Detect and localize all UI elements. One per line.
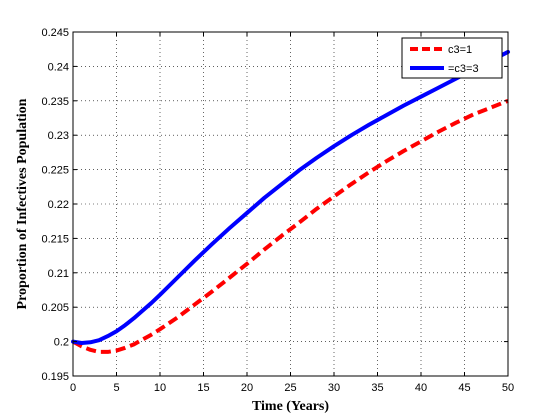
x-tick-label: 45 — [458, 382, 470, 394]
y-tick-label: 0.245 — [41, 27, 69, 39]
y-tick-label: 0.23 — [48, 130, 69, 142]
x-tick-label: 0 — [70, 382, 76, 394]
x-tick-label: 15 — [197, 382, 209, 394]
grid-lines — [73, 32, 508, 376]
x-tick-label: 35 — [371, 382, 383, 394]
y-tick-label: 0.21 — [48, 268, 69, 280]
x-tick-label: 25 — [284, 382, 296, 394]
x-tick-label: 20 — [241, 382, 253, 394]
x-tick-label: 50 — [502, 382, 514, 394]
x-tick-label: 30 — [328, 382, 340, 394]
series-line-c3-1 — [72, 98, 509, 354]
series-layer — [71, 49, 510, 354]
y-tick-label: 0.195 — [41, 371, 69, 383]
legend-label-c3-1: c3=1 — [448, 44, 472, 56]
y-axis-title: Proportion of Infectives Population — [15, 98, 30, 309]
y-tick-label: 0.235 — [41, 96, 69, 108]
y-tick-label: 0.24 — [48, 61, 69, 73]
x-tick-labels: 0 5 10 15 20 25 30 35 40 45 50 — [70, 382, 514, 394]
x-tick-label: 40 — [415, 382, 427, 394]
y-tick-label: 0.2 — [54, 337, 69, 349]
series-line-c3-3 — [71, 49, 510, 345]
y-tick-label: 0.225 — [41, 165, 69, 177]
legend-label-c3-3: =c3=3 — [448, 63, 479, 75]
x-tick-label: 10 — [154, 382, 166, 394]
x-axis-title: Time (Years) — [252, 399, 329, 414]
legend: c3=1 =c3=3 — [401, 37, 503, 79]
x-tick-label: 5 — [113, 382, 119, 394]
y-tick-label: 0.215 — [41, 233, 69, 245]
y-tick-label: 0.22 — [48, 199, 69, 211]
legend-box — [401, 37, 503, 79]
y-tick-labels: 0.195 0.2 0.205 0.21 0.215 0.22 0.225 0.23 0.235… — [41, 27, 69, 383]
y-tick-label: 0.205 — [41, 302, 69, 314]
axis-ticks — [72, 31, 509, 377]
